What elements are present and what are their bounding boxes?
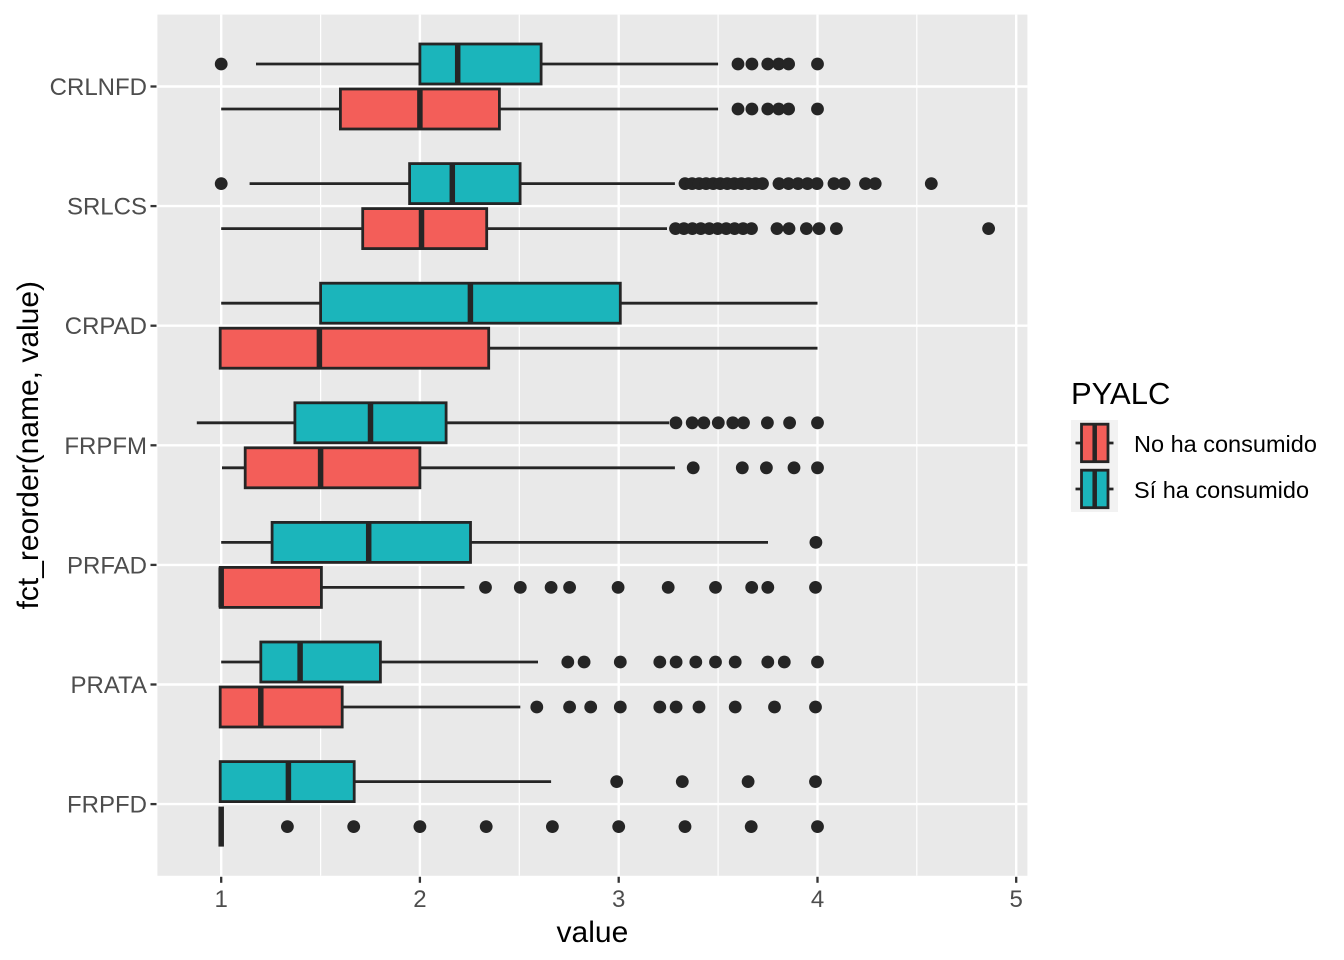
- svg-text:PRFAD: PRFAD: [67, 552, 147, 579]
- svg-text:4: 4: [811, 886, 824, 913]
- svg-text:PYALC: PYALC: [1071, 376, 1170, 411]
- svg-text:CRPAD: CRPAD: [65, 313, 147, 340]
- svg-text:Sí ha consumido: Sí ha consumido: [1134, 477, 1309, 503]
- svg-text:No ha consumido: No ha consumido: [1134, 431, 1317, 457]
- svg-text:FRPFD: FRPFD: [67, 792, 147, 819]
- svg-text:FRPFM: FRPFM: [64, 433, 147, 460]
- svg-text:fct_reorder(name, value): fct_reorder(name, value): [12, 281, 45, 609]
- svg-text:1: 1: [215, 886, 228, 913]
- svg-text:CRLNFD: CRLNFD: [50, 74, 147, 101]
- svg-text:SRLCS: SRLCS: [67, 194, 147, 221]
- svg-text:PRATA: PRATA: [71, 672, 147, 699]
- svg-text:2: 2: [413, 886, 426, 913]
- svg-text:3: 3: [612, 886, 625, 913]
- svg-text:value: value: [557, 916, 629, 949]
- svg-text:5: 5: [1010, 886, 1023, 913]
